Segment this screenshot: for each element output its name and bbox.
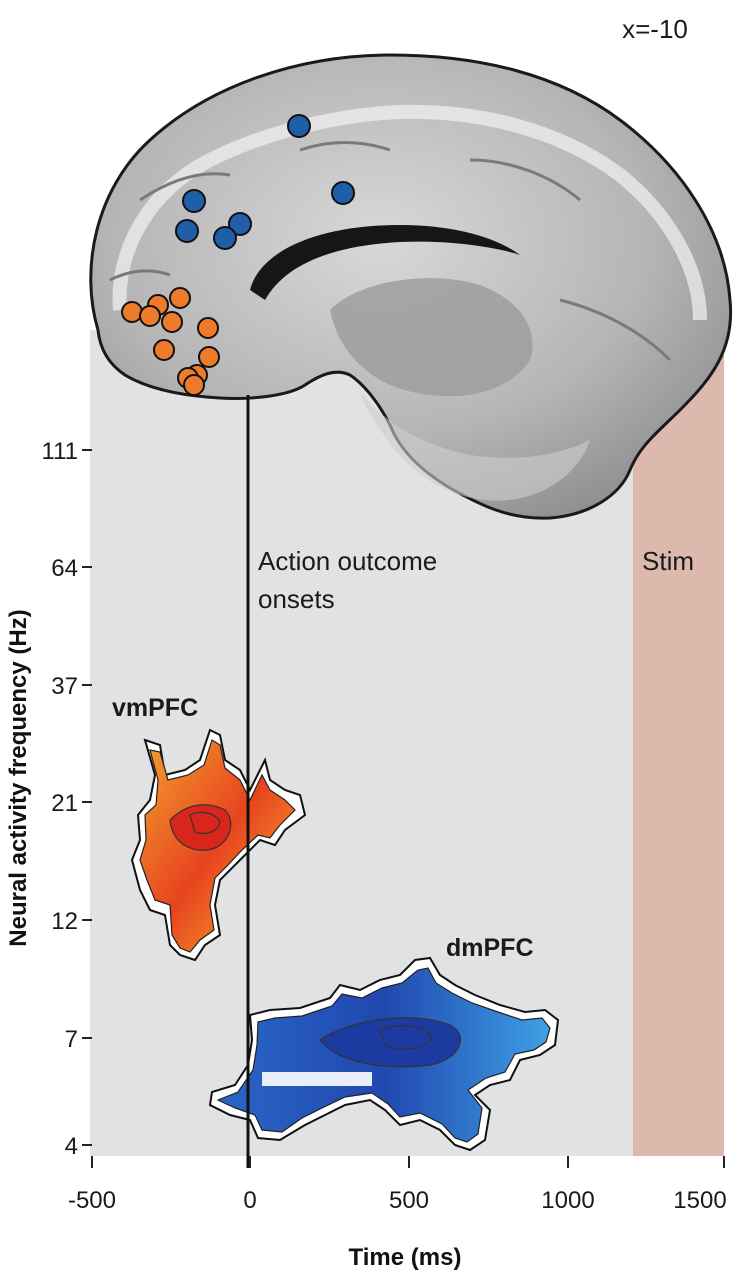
dmpfc-dot	[287, 114, 311, 138]
x-tick-label: 500	[389, 1187, 429, 1214]
x-tick-label: 0	[243, 1187, 256, 1214]
vmpfc-dot	[169, 287, 191, 309]
y-tick-label: 7	[65, 1026, 78, 1053]
dmpfc-dot	[228, 212, 252, 236]
onset-annotation-line1: Action outcome	[258, 546, 437, 576]
y-tick-label: 21	[51, 790, 78, 817]
x-tick-label: 1000	[541, 1187, 594, 1214]
y-axis	[82, 449, 92, 1146]
dmpfc-label: dmPFC	[446, 934, 534, 962]
x-tick-label: 1500	[673, 1187, 726, 1214]
stim-label: Stim	[642, 546, 694, 576]
vmpfc-dot	[153, 339, 175, 361]
vmpfc-dot	[183, 374, 205, 396]
dmpfc-dot	[213, 226, 237, 250]
y-axis-title: Neural activity frequency (Hz)	[5, 609, 32, 946]
stim-window-band	[633, 330, 724, 1156]
dmpfc-cluster	[208, 956, 560, 1152]
y-tick-label: 111	[42, 438, 78, 465]
dmpfc-dot	[331, 181, 355, 205]
onset-annotation-line2: onsets	[258, 584, 335, 614]
y-tick-label: 64	[51, 555, 78, 582]
slice-label: x=-10	[622, 14, 688, 44]
y-tick-label: 4	[65, 1133, 78, 1160]
vmpfc-cluster	[130, 728, 307, 962]
vmpfc-label: vmPFC	[112, 694, 198, 722]
vmpfc-dot	[197, 317, 219, 339]
vmpfc-electrode-dots	[121, 287, 220, 396]
x-tick-label: -500	[68, 1187, 116, 1214]
vmpfc-dot	[139, 305, 161, 327]
vmpfc-dot	[161, 311, 183, 333]
vmpfc-dot	[198, 346, 220, 368]
dmpfc-dot	[175, 219, 199, 243]
x-axis-title: Time (ms)	[349, 1244, 462, 1271]
vmpfc-dot	[121, 301, 143, 323]
dmpfc-dot	[182, 189, 206, 213]
brain-slice	[89, 53, 733, 520]
dmpfc-electrode-dots	[175, 114, 355, 250]
x-axis	[91, 1156, 725, 1168]
y-tick-label: 37	[51, 673, 78, 700]
y-tick-label: 12	[51, 908, 78, 935]
